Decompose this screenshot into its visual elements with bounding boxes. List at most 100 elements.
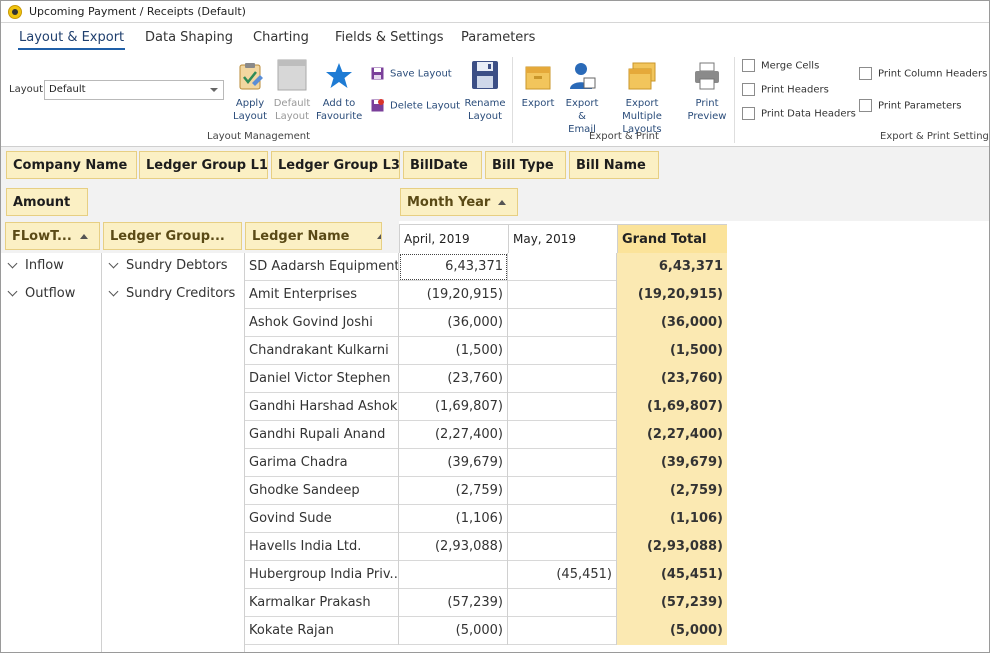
tab-parameters[interactable]: Parameters [461,30,536,45]
row-field-ledger-group[interactable]: Ledger Group... [103,222,242,250]
table-row: Daniel Victor Stephen (23,760) (23,760) [245,365,727,393]
april-2019-cell[interactable]: (19,20,915) [399,281,508,309]
ledger-name-cell[interactable]: Kokate Rajan [245,617,399,645]
delete-layout-button[interactable]: Delete Layout [371,99,460,112]
grand-total-cell[interactable]: (45,451) [617,561,727,589]
apply-layout-button[interactable]: Apply Layout [231,61,269,123]
add-favourite-button[interactable]: Add to Favourite [316,61,362,123]
filter-field-ledger-group-l3[interactable]: Ledger Group L3 [271,151,400,179]
column-header-may-2019[interactable]: May, 2019 [508,224,617,253]
filter-field-company-name[interactable]: Company Name [6,151,137,179]
ledger-name-cell[interactable]: Chandrakant Kulkarni [245,337,399,365]
ledger-name-cell[interactable]: Garima Chadra [245,449,399,477]
april-2019-cell[interactable]: (1,106) [399,505,508,533]
default-layout-button[interactable]: Default Layout [273,59,311,123]
grand-total-cell[interactable]: (2,27,400) [617,421,727,449]
ledger-name-cell[interactable]: Gandhi Rupali Anand [245,421,399,449]
layout-dropdown[interactable]: Default [44,80,224,100]
april-2019-cell[interactable]: (2,93,088) [399,533,508,561]
save-layout-button[interactable]: Save Layout [371,67,452,80]
export-multiple-layouts-button[interactable]: Export Multiple Layouts [605,61,679,136]
filter-field-ledger-group-l1[interactable]: Ledger Group L1 [139,151,268,179]
tab-charting[interactable]: Charting [253,30,309,45]
april-2019-cell[interactable]: (2,759) [399,477,508,505]
grand-total-cell[interactable]: (5,000) [617,617,727,645]
april-2019-cell[interactable]: (1,500) [399,337,508,365]
grand-total-cell[interactable]: (57,239) [617,589,727,617]
may-2019-cell[interactable] [508,281,617,309]
may-2019-cell[interactable] [508,505,617,533]
april-2019-cell[interactable]: (36,000) [399,309,508,337]
april-2019-cell[interactable]: (5,000) [399,617,508,645]
april-2019-cell[interactable]: (23,760) [399,365,508,393]
filter-field-bill-type[interactable]: Bill Type [485,151,566,179]
print-data-headers-checkbox[interactable]: Print Data Headers [742,107,856,120]
grand-total-cell[interactable]: (2,759) [617,477,727,505]
grand-total-cell[interactable]: (2,93,088) [617,533,727,561]
may-2019-cell[interactable] [508,253,617,281]
tree-item-inflow[interactable]: Inflow [7,258,64,273]
filter-field-bill-name[interactable]: Bill Name [569,151,659,179]
may-2019-cell[interactable] [508,337,617,365]
april-2019-cell[interactable]: (1,69,807) [399,393,508,421]
ledger-name-cell[interactable]: Hubergroup India Priv... [245,561,399,589]
column-header-grand-total[interactable]: Grand Total [617,224,727,253]
tree-item-outflow[interactable]: Outflow [7,286,75,301]
grand-total-cell[interactable]: (1,106) [617,505,727,533]
ledger-name-cell[interactable]: Gandhi Harshad Ashok [245,393,399,421]
may-2019-cell[interactable] [508,449,617,477]
may-2019-cell[interactable] [508,393,617,421]
grand-total-cell[interactable]: 6,43,371 [617,253,727,281]
layout-dropdown-value: Default [49,84,86,95]
table-row: Ashok Govind Joshi (36,000) (36,000) [245,309,727,337]
tree-item-sundry-creditors[interactable]: Sundry Creditors [108,286,235,301]
grand-total-cell[interactable]: (19,20,915) [617,281,727,309]
april-2019-cell[interactable]: (39,679) [399,449,508,477]
grand-total-cell[interactable]: (23,760) [617,365,727,393]
column-header-april-2019[interactable]: April, 2019 [399,224,508,253]
april-2019-cell[interactable]: (2,27,400) [399,421,508,449]
grand-total-cell[interactable]: (1,69,807) [617,393,727,421]
may-2019-cell[interactable] [508,309,617,337]
export-button[interactable]: Export [521,61,555,110]
print-parameters-checkbox[interactable]: Print Parameters [859,99,961,112]
grand-total-cell[interactable]: (36,000) [617,309,727,337]
may-2019-cell[interactable] [508,533,617,561]
ledger-name-cell[interactable]: Ashok Govind Joshi [245,309,399,337]
may-2019-cell[interactable]: (45,451) [508,561,617,589]
export-email-button[interactable]: Export & Email [563,61,601,136]
column-field-month-year[interactable]: Month Year [400,188,518,216]
row-field-flowtype[interactable]: FLowT... [5,222,100,250]
tab-fields-settings[interactable]: Fields & Settings [335,30,444,45]
ledger-name-cell[interactable]: Daniel Victor Stephen [245,365,399,393]
april-2019-cell[interactable] [399,561,508,589]
tab-data-shaping[interactable]: Data Shaping [145,30,233,45]
april-2019-cell[interactable]: (57,239) [399,589,508,617]
row-field-ledger-name[interactable]: Ledger Name [245,222,382,250]
sort-ascending-icon [498,200,507,205]
tree-item-sundry-debtors[interactable]: Sundry Debtors [108,258,228,273]
data-field-amount[interactable]: Amount [6,188,88,216]
grand-total-cell[interactable]: (1,500) [617,337,727,365]
ledger-name-cell[interactable]: Karmalkar Prakash [245,589,399,617]
ledger-name-cell[interactable]: SD Aadarsh Equipments [245,253,399,281]
may-2019-cell[interactable] [508,589,617,617]
may-2019-cell[interactable] [508,477,617,505]
tab-layout-export[interactable]: Layout & Export [17,30,126,50]
filter-field-billdate[interactable]: BillDate [403,151,482,179]
print-headers-checkbox[interactable]: Print Headers [742,83,829,96]
print-preview-button[interactable]: Print Preview [687,61,727,123]
ledger-name-cell[interactable]: Govind Sude [245,505,399,533]
april-2019-cell[interactable]: 6,43,371 [399,253,508,281]
rename-layout-button[interactable]: Rename Layout [463,59,507,123]
may-2019-cell[interactable] [508,421,617,449]
floppy-disk-icon [472,61,498,89]
grand-total-cell[interactable]: (39,679) [617,449,727,477]
may-2019-cell[interactable] [508,617,617,645]
may-2019-cell[interactable] [508,365,617,393]
ledger-name-cell[interactable]: Havells India Ltd. [245,533,399,561]
merge-cells-checkbox[interactable]: Merge Cells [742,59,819,72]
ledger-name-cell[interactable]: Ghodke Sandeep [245,477,399,505]
print-column-headers-checkbox[interactable]: Print Column Headers [859,67,987,80]
ledger-name-cell[interactable]: Amit Enterprises [245,281,399,309]
